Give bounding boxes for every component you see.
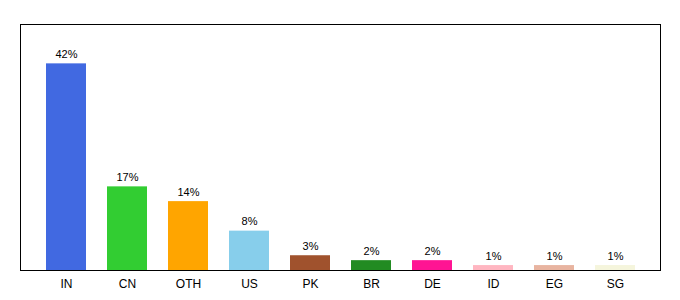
svg-text:ID: ID [488,277,500,291]
svg-text:DE: DE [424,277,441,291]
svg-text:3%: 3% [303,240,319,252]
svg-text:1%: 1% [547,250,563,262]
svg-text:OTH: OTH [176,277,201,291]
svg-text:1%: 1% [486,250,502,262]
svg-text:EG: EG [546,277,563,291]
svg-text:SG: SG [607,277,624,291]
svg-text:17%: 17% [116,171,138,183]
svg-text:42%: 42% [55,48,77,60]
svg-text:PK: PK [302,277,318,291]
svg-text:14%: 14% [177,186,199,198]
svg-text:US: US [241,277,258,291]
svg-text:2%: 2% [425,245,441,257]
svg-text:2%: 2% [364,245,380,257]
svg-text:1%: 1% [608,250,624,262]
svg-text:8%: 8% [242,215,258,227]
svg-text:CN: CN [119,277,136,291]
svg-text:BR: BR [363,277,380,291]
svg-text:IN: IN [61,277,73,291]
